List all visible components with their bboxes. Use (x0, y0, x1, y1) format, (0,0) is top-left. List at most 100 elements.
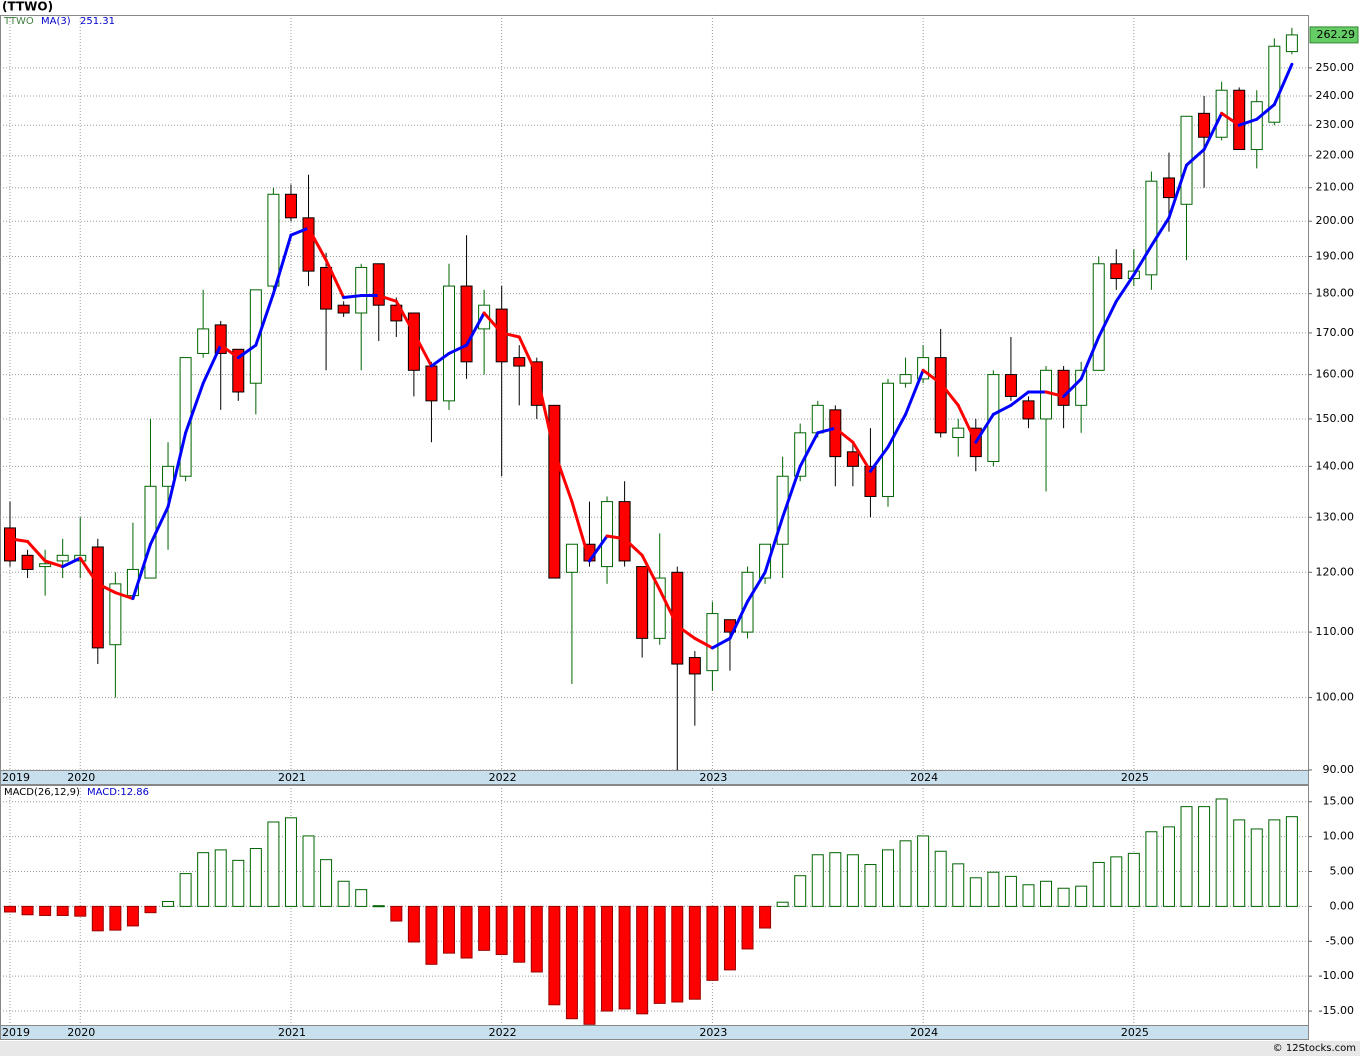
ma-legend: MA(3) (41, 16, 71, 27)
candle-body (776, 475, 789, 545)
y-tick-label: 120.00 (1316, 565, 1355, 578)
macd-bar (1180, 806, 1193, 907)
ma-line (517, 335, 539, 377)
macd-bar (214, 849, 227, 907)
date-strip (0, 1025, 1309, 1040)
ma-line (1132, 244, 1153, 277)
candle-body (565, 543, 578, 573)
y-tick-label: 190.00 (1316, 249, 1355, 262)
macd-bar (934, 850, 947, 907)
macd-bar (846, 854, 859, 907)
ma-line (394, 299, 416, 335)
macd-bar (91, 905, 104, 932)
ma-line (991, 403, 1013, 416)
ma-line (131, 542, 152, 601)
y-tick-label: 250.00 (1316, 61, 1355, 74)
candle-body (21, 554, 34, 570)
x-tick-label: 2021 (278, 771, 306, 784)
macd-bar (1145, 831, 1158, 907)
ma-line (1237, 117, 1259, 127)
candle-body (320, 266, 333, 310)
ma-line (956, 403, 978, 444)
x-tick-label: 2022 (489, 1026, 517, 1039)
candle-body (162, 465, 175, 487)
x-tick-label: 2019 (2, 771, 30, 784)
macd-bar (39, 905, 52, 916)
ma-line (307, 226, 328, 262)
candle-body (671, 571, 684, 665)
macd-bar (320, 859, 333, 907)
macd-bar (355, 889, 368, 907)
macd-bar (425, 905, 438, 965)
candle-body (1250, 101, 1263, 151)
y-tick-label: -10.00 (1319, 969, 1354, 982)
macd-bar (794, 875, 807, 907)
macd-bar (1004, 875, 1017, 907)
macd-bar (1285, 816, 1298, 907)
macd-bar (372, 905, 385, 908)
ma-line (658, 588, 679, 628)
candle-body (144, 485, 157, 579)
candle-body (829, 409, 842, 458)
y-tick-label: 100.00 (1316, 691, 1355, 704)
ma-line (1114, 273, 1136, 303)
macd-bar (1127, 852, 1140, 907)
ma-line (1079, 335, 1101, 381)
x-tick-label: 2024 (910, 771, 938, 784)
last-price-box (1309, 26, 1359, 44)
ma-line (623, 537, 644, 557)
ma-line (570, 500, 591, 563)
macd-bar (671, 905, 684, 1003)
macd-bar (776, 901, 789, 907)
macd-bar (530, 905, 543, 973)
candle-body (495, 308, 508, 363)
candle-body (1110, 263, 1123, 280)
y-tick-label: 5.00 (1330, 865, 1355, 878)
macd-bar (741, 905, 754, 950)
candle-body (425, 365, 438, 402)
ma-line (342, 294, 363, 299)
ma-line (166, 431, 188, 509)
candle-body (4, 527, 16, 562)
ma-line (1062, 377, 1083, 398)
footer-bar (0, 1041, 1360, 1056)
ma-line (746, 570, 767, 604)
macd-bar (1233, 819, 1246, 907)
date-strip (0, 770, 1309, 785)
candle-body (1022, 400, 1035, 420)
ma-line (61, 556, 82, 569)
y-tick-label: 15.00 (1323, 795, 1355, 808)
macd-bar (4, 905, 16, 913)
y-tick-label: 230.00 (1316, 118, 1355, 131)
candle-body (1004, 374, 1017, 397)
macd-bar (1110, 856, 1123, 907)
candle-body (1057, 369, 1070, 406)
macd-bar (478, 905, 491, 951)
macd-bar (144, 905, 157, 914)
ma-line (184, 381, 205, 435)
y-tick-label: 0.00 (1330, 899, 1355, 912)
ma-line (113, 591, 135, 601)
macd-bar (969, 877, 982, 907)
y-tick-label: 150.00 (1316, 412, 1355, 425)
macd-bar (1057, 887, 1070, 907)
candle-body (443, 285, 455, 402)
ma-last-value: 251.31 (80, 16, 115, 27)
y-tick-label: 160.00 (1316, 368, 1355, 381)
candle-body (284, 193, 297, 219)
candle-body (530, 361, 543, 406)
ma-line (271, 233, 293, 296)
macd-bar (583, 905, 596, 1025)
macd-bar (390, 905, 403, 922)
ma-line (640, 553, 662, 592)
macd-bar (688, 905, 701, 1000)
ma-line (254, 292, 275, 347)
candle-body (1092, 263, 1105, 371)
macd-bar (917, 835, 930, 907)
ma-line (148, 505, 170, 546)
ma-line (236, 343, 258, 360)
x-tick-label: 2025 (1121, 1026, 1149, 1039)
macd-bar (74, 905, 87, 917)
y-tick-label: 110.00 (1316, 625, 1355, 638)
footer: © 12Stocks.com (1273, 1043, 1356, 1054)
